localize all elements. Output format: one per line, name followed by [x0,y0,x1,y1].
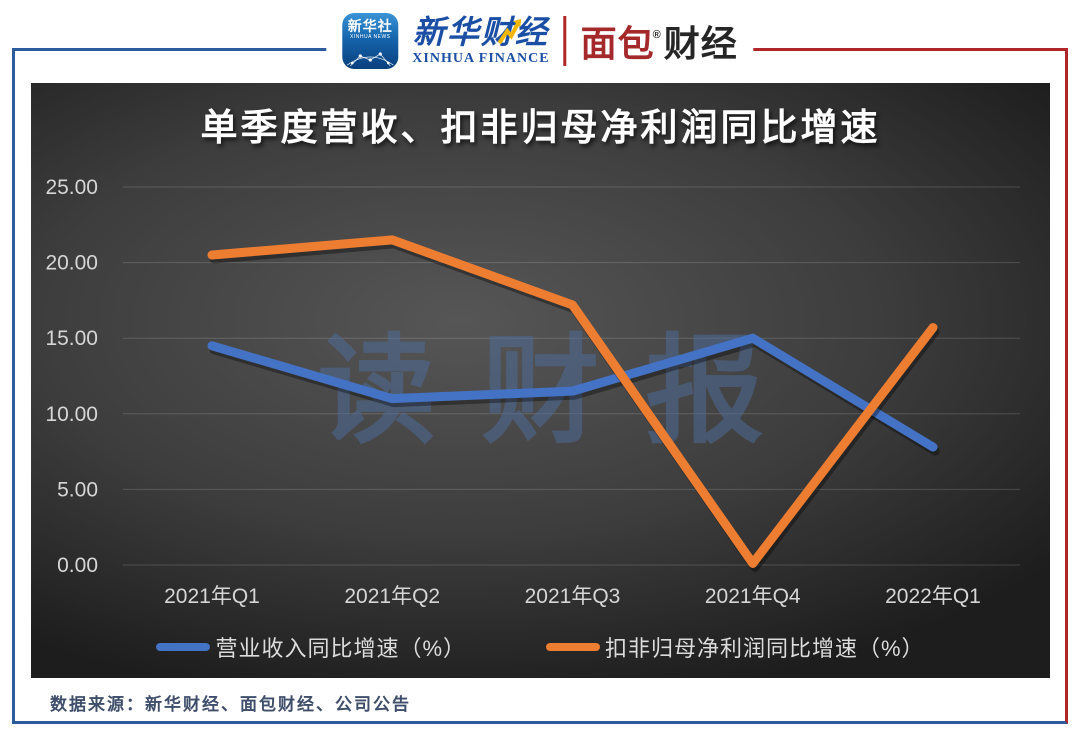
mianbao-logo-part1: 面包 [580,23,655,64]
svg-text:10.00: 10.00 [45,403,98,426]
svg-text:2021年Q3: 2021年Q3 [525,585,621,608]
svg-text:0.00: 0.00 [57,554,98,577]
xinhua-finance-cn: 新华财经 [412,14,549,50]
logo-divider [563,16,567,66]
xinhua-finance-logo: 新华财经 XINHUA FINANCE [412,15,549,67]
mianbao-logo-part2: 财经 [663,23,738,64]
svg-text:25.00: 25.00 [45,176,98,199]
xinhua-news-app-icon: 新华社 XINHUA NEWS [342,13,399,69]
xinhua-news-icon-title: 新华社 [347,18,393,34]
gridlines-and-axes: 0.00 5.00 10.00 15.00 20.00 25.00 2021年Q1 2021年… [45,176,1020,608]
chart-title: 单季度营收、扣非归母净利润同比增速 [200,107,881,148]
legend-swatch-profit [546,643,600,651]
legend-item-revenue: 营业收入同比增速（%） [156,631,466,663]
svg-text:15.00: 15.00 [45,327,98,350]
svg-text:2021年Q2: 2021年Q2 [344,585,440,608]
legend-label-revenue: 营业收入同比增速（%） [215,636,466,661]
svg-text:2022年Q1: 2022年Q1 [885,585,981,608]
legend-item-profit: 扣非归母净利润同比增速（%） [546,631,925,663]
data-source: 数据来源：新华财经、面包财经、公司公告 [50,695,411,714]
globe-network-icon [347,52,394,67]
registered-mark-icon: ® [652,29,662,41]
xinhua-finance-en: XINHUA FINANCE [412,51,550,66]
svg-text:20.00: 20.00 [45,252,98,275]
chart-area: 单季度营收、扣非归母净利润同比增速 0.00 5.00 10.00 15.00 20.0… [31,83,1050,678]
xinhua-news-icon-subtitle: XINHUA NEWS [350,34,391,40]
legend: 营业收入同比增速（%） 扣非归母净利润同比增速（%） [31,631,1050,663]
line-plot [207,235,940,572]
legend-swatch-revenue [156,643,211,651]
svg-text:5.00: 5.00 [57,478,98,501]
mianbao-finance-logo: 面包®财经 [581,15,738,67]
svg-text:2021年Q1: 2021年Q1 [164,585,260,608]
legend-label-profit: 扣非归母净利润同比增速（%） [605,636,925,661]
header-logos: 新华社 XINHUA NEWS 新华财经 XINHUA FINANC [326,6,754,76]
rising-arrow-icon [497,19,522,45]
svg-text:2021年Q4: 2021年Q4 [705,585,801,608]
